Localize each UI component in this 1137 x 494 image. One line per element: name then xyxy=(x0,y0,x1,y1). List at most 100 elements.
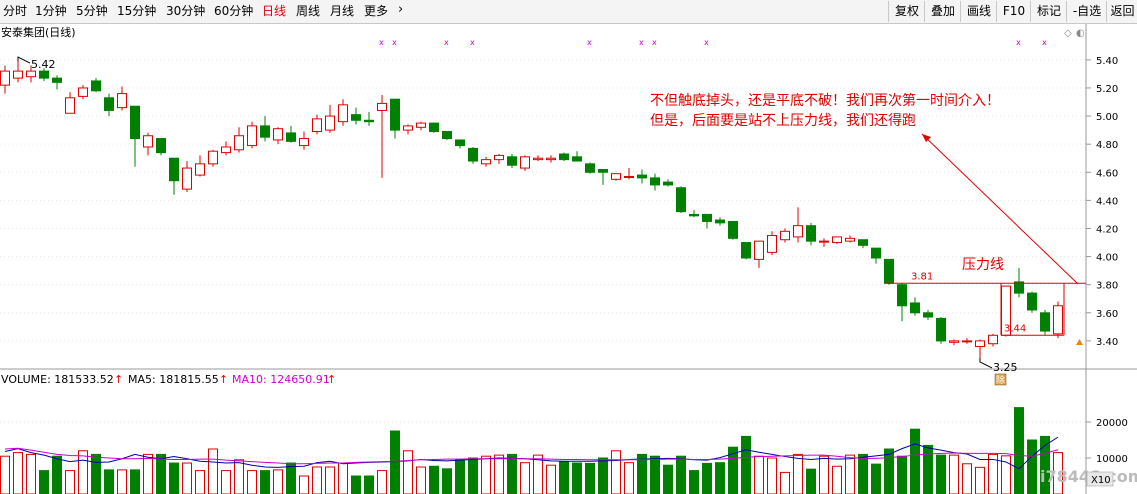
candle[interactable] xyxy=(247,121,257,149)
candle[interactable] xyxy=(871,247,881,264)
candle[interactable] xyxy=(130,105,140,167)
candle[interactable] xyxy=(273,127,283,145)
candle[interactable] xyxy=(923,309,933,320)
candle[interactable] xyxy=(663,179,673,187)
overlay-button[interactable]: 叠加 xyxy=(924,1,961,22)
candle[interactable] xyxy=(286,125,296,143)
more-arrow-icon[interactable]: › xyxy=(398,2,404,17)
candle[interactable] xyxy=(624,168,634,180)
candle[interactable] xyxy=(975,339,985,362)
candle[interactable] xyxy=(39,68,49,81)
mark-button[interactable]: 标记 xyxy=(1030,1,1067,22)
candle[interactable] xyxy=(702,213,712,229)
candle[interactable] xyxy=(182,161,192,192)
candle[interactable] xyxy=(650,173,660,191)
candle[interactable] xyxy=(910,297,920,316)
timeframe-30min[interactable]: 30分钟 xyxy=(166,4,206,18)
candle[interactable] xyxy=(78,85,88,100)
candle[interactable] xyxy=(598,168,608,185)
candle[interactable] xyxy=(234,127,244,153)
candle[interactable] xyxy=(897,283,907,322)
candle[interactable] xyxy=(364,111,374,126)
candle[interactable] xyxy=(585,162,595,174)
timeframe-more[interactable]: 更多 xyxy=(364,4,389,18)
candle[interactable] xyxy=(351,107,361,125)
event-marker[interactable]: x xyxy=(1042,38,1047,47)
candle[interactable] xyxy=(0,65,10,94)
diamond-icon[interactable]: ◇ xyxy=(1064,28,1072,39)
candle[interactable] xyxy=(858,239,868,249)
candle[interactable] xyxy=(169,157,179,195)
remove-watchlist-button[interactable]: -自选 xyxy=(1066,1,1107,22)
timeframe-daily[interactable]: 日线 xyxy=(262,4,287,18)
candle[interactable] xyxy=(481,156,491,167)
candle[interactable] xyxy=(455,139,465,149)
candle[interactable] xyxy=(741,242,751,260)
timeframe-intraday[interactable]: 分时 xyxy=(3,4,28,18)
candle[interactable] xyxy=(819,238,829,247)
candle[interactable] xyxy=(117,86,127,111)
candle[interactable] xyxy=(416,121,426,131)
candle[interactable] xyxy=(832,236,842,244)
candle[interactable] xyxy=(429,122,439,133)
candle[interactable] xyxy=(26,65,36,83)
candle[interactable] xyxy=(494,154,504,164)
candle[interactable] xyxy=(780,228,790,243)
candle[interactable] xyxy=(507,154,517,169)
event-marker[interactable]: x xyxy=(704,38,709,47)
candle[interactable] xyxy=(793,207,803,243)
draw-line-button[interactable]: 画线 xyxy=(960,1,997,22)
candle[interactable] xyxy=(377,94,387,178)
candle[interactable] xyxy=(1053,301,1063,339)
candle[interactable] xyxy=(728,220,738,240)
candle[interactable] xyxy=(91,78,101,93)
timeframe-60min[interactable]: 60分钟 xyxy=(214,4,254,18)
candle[interactable] xyxy=(442,131,452,140)
candle[interactable] xyxy=(52,75,62,90)
candle[interactable] xyxy=(104,93,114,117)
candle[interactable] xyxy=(299,131,309,150)
candle[interactable] xyxy=(754,240,764,268)
candle[interactable] xyxy=(468,146,478,164)
candle[interactable] xyxy=(845,235,855,243)
candle[interactable] xyxy=(936,317,946,344)
x10-scale-box[interactable] xyxy=(1086,471,1114,487)
candle[interactable] xyxy=(312,114,322,135)
timeframe-1min[interactable]: 1分钟 xyxy=(35,4,67,18)
event-marker[interactable]: x xyxy=(587,38,592,47)
candle[interactable] xyxy=(1014,267,1024,298)
candle[interactable] xyxy=(208,149,218,167)
candle[interactable] xyxy=(325,104,335,133)
candle[interactable] xyxy=(221,141,231,156)
f10-button[interactable]: F10 xyxy=(996,1,1031,22)
candle[interactable] xyxy=(403,124,413,135)
candle[interactable] xyxy=(611,173,621,181)
back-button[interactable]: 返回 xyxy=(1106,1,1137,22)
candle[interactable] xyxy=(806,222,816,246)
kline-chart[interactable]: 安泰集团(日线) ◇ ◐ 5.40 5.20 5.00 4.80 4.60 4.40 4.2… xyxy=(0,24,1137,494)
candle[interactable] xyxy=(1027,291,1037,313)
candle[interactable] xyxy=(637,169,647,184)
event-marker[interactable]: x xyxy=(470,38,475,47)
candle[interactable] xyxy=(988,333,998,347)
event-marker[interactable]: x xyxy=(1016,38,1021,47)
candle[interactable] xyxy=(572,151,582,162)
candle[interactable] xyxy=(533,155,543,162)
candle[interactable] xyxy=(1040,309,1050,336)
rights-adjust-button[interactable]: 复权 xyxy=(888,1,925,22)
candle[interactable] xyxy=(689,210,699,218)
candle[interactable] xyxy=(520,155,530,171)
settings-icon[interactable]: ◐ xyxy=(1076,28,1085,39)
candle[interactable] xyxy=(65,92,75,114)
candle[interactable] xyxy=(962,338,972,344)
timeframe-weekly[interactable]: 周线 xyxy=(296,4,321,18)
candle[interactable] xyxy=(390,98,400,139)
timeframe-15min[interactable]: 15分钟 xyxy=(117,4,157,18)
candle[interactable] xyxy=(338,99,348,126)
event-marker[interactable]: x xyxy=(379,38,384,47)
candle[interactable] xyxy=(156,138,166,156)
timeframe-5min[interactable]: 5分钟 xyxy=(76,4,108,18)
candle[interactable] xyxy=(884,258,894,285)
timeframe-monthly[interactable]: 月线 xyxy=(330,4,355,18)
candle[interactable] xyxy=(546,155,556,163)
